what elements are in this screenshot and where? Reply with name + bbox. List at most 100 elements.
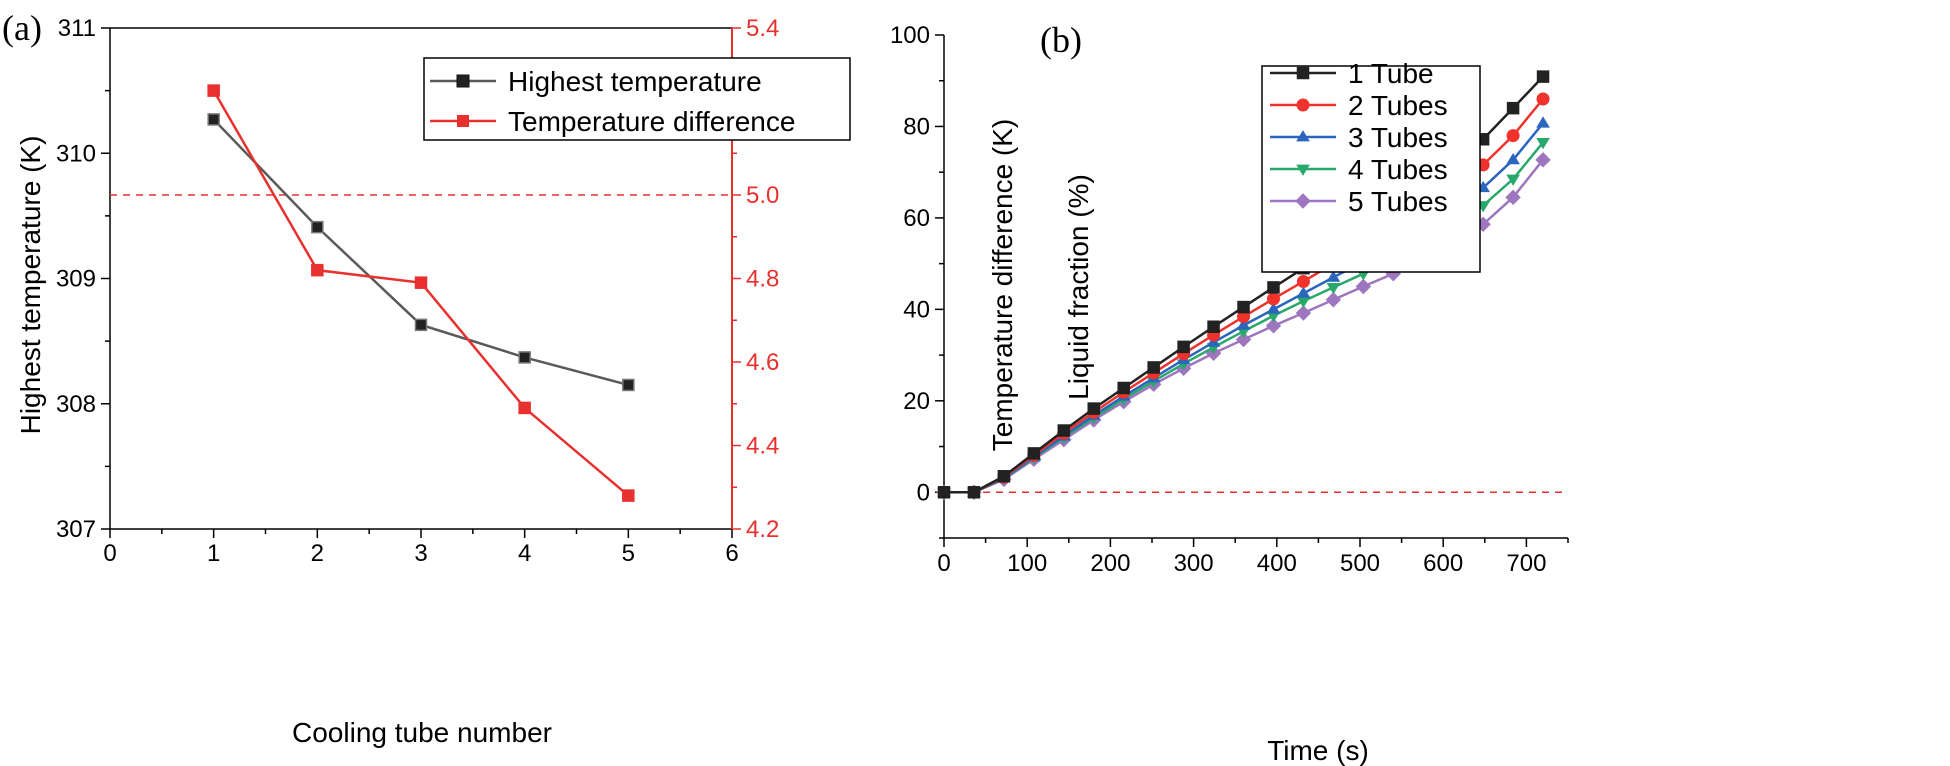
panel-a-y2-tick-label: 5.0 <box>746 182 779 209</box>
panel-a-y-tick-label: 310 <box>56 140 96 167</box>
panel-a-x-tick-label: 5 <box>622 540 635 567</box>
panel-a-x-axis-title: Cooling tube number <box>292 717 552 748</box>
data-point-1-tube <box>1267 281 1280 294</box>
panel-a-y-tick-label: 307 <box>56 516 96 543</box>
panel-a-y-tick-label: 308 <box>56 391 96 418</box>
data-point-1-tube <box>997 470 1011 483</box>
data-point-1-tube <box>1027 447 1041 460</box>
panel-a-y2-tick-label: 4.2 <box>746 516 779 543</box>
data-point-1-tube <box>1147 361 1160 374</box>
data-point-5-tubes <box>1475 216 1491 233</box>
panel-b-label: (b) <box>1040 20 1082 60</box>
data-point-temperature-difference <box>622 489 635 502</box>
series-line-highest-temperature <box>212 118 629 387</box>
data-point-3-tubes <box>1266 302 1281 314</box>
data-point-3-tubes <box>1236 318 1251 330</box>
panel-a-label: (a) <box>2 8 42 48</box>
panel-a-y2-tick-label: 4.6 <box>746 349 779 376</box>
panel-a-x-tick-label: 3 <box>414 540 427 567</box>
data-point-1-tube <box>1177 340 1190 354</box>
data-point-4-tubes <box>1326 282 1341 295</box>
legend-label-1-tube: 1 Tube <box>1348 58 1434 89</box>
panel-a-y-axis-title: Highest temperature (K) <box>15 136 46 435</box>
data-point-temperature-difference <box>518 401 531 415</box>
data-point-temperature-difference <box>414 276 428 289</box>
panel-a-y2-tick-label: 4.8 <box>746 266 779 293</box>
panel-a-chart: (a) Cooling tube number Highest temperat… <box>2 8 1018 748</box>
data-point-1-tube <box>1087 402 1101 415</box>
data-point-temperature-difference <box>311 263 324 277</box>
panel-b-x-tick-label: 200 <box>1090 550 1130 577</box>
data-point-2-tubes <box>1536 92 1550 106</box>
data-point-3-tubes <box>1326 270 1341 282</box>
panel-b-y-axis-title: Liquid fraction (%) <box>1063 174 1094 400</box>
data-point-4-tubes <box>1506 174 1520 186</box>
legend-label-5-tubes: 5 Tubes <box>1348 186 1448 217</box>
data-point-1-tube <box>937 486 951 499</box>
data-point-4-tubes <box>1536 138 1550 150</box>
data-point-5-tubes <box>1505 189 1521 206</box>
legend-marker-4-tubes <box>1296 164 1310 176</box>
legend-marker-temperature-difference <box>457 115 469 127</box>
legend-label-temperature-difference: Temperature difference <box>508 106 795 137</box>
panel-a-y2-axis-title: Temperature difference (K) <box>987 119 1018 452</box>
panel-b-y-tick-label: 80 <box>903 113 930 140</box>
data-point-1-tube <box>1057 424 1071 437</box>
panel-a-legend: Highest temperature Temperature differen… <box>423 57 851 141</box>
panel-a-x-tick-label: 6 <box>725 540 738 567</box>
legend-label-highest-temperature: Highest temperature <box>508 66 762 97</box>
data-point-5-tubes <box>1355 278 1372 295</box>
panel-b-x-tick-label: 400 <box>1257 550 1297 577</box>
legend-marker-3-tubes <box>1296 130 1310 142</box>
data-point-1-tube <box>1207 320 1220 333</box>
data-point-5-tubes <box>1295 305 1312 321</box>
panel-a-y2-tick-label: 5.4 <box>746 15 779 42</box>
panel-b-y-tick-label: 40 <box>903 296 930 323</box>
legend-marker-2-tubes <box>1296 98 1310 112</box>
panel-b-x-tick-label: 500 <box>1340 550 1380 577</box>
legend-label-2-tubes: 2 Tubes <box>1348 90 1448 121</box>
data-point-2-tubes <box>1266 292 1280 306</box>
data-point-4-tubes <box>1266 311 1281 323</box>
legend-label-4-tubes: 4 Tubes <box>1348 154 1448 185</box>
data-point-5-tubes <box>1535 152 1551 168</box>
data-point-5-tubes <box>1325 292 1342 308</box>
panel-a-y-tick-label: 309 <box>56 266 96 293</box>
panel-b-x-axis-title: Time (s) <box>1267 735 1369 766</box>
data-point-highest-temperature <box>311 220 324 234</box>
data-point-3-tubes <box>1296 286 1311 298</box>
data-point-temperature-difference <box>207 84 220 97</box>
data-point-2-tubes <box>1506 129 1520 143</box>
data-point-highest-temperature <box>518 351 531 364</box>
panel-b-chart: (b) Time (s) Liquid fraction (%) 0 100 200… <box>890 20 1569 766</box>
data-point-highest-temperature <box>207 113 220 126</box>
panel-b-x-tick-label: 600 <box>1423 550 1463 577</box>
panel-b-x-tick-label: 700 <box>1506 550 1546 577</box>
panel-a-y-tick-label: 311 <box>58 15 96 42</box>
data-point-1-tube <box>1237 300 1250 314</box>
panel-b-x-tick-label: 100 <box>1007 550 1047 577</box>
panel-b-x-tick-label: 300 <box>1174 550 1214 577</box>
data-point-highest-temperature <box>414 318 428 332</box>
data-point-3-tubes <box>1536 116 1550 128</box>
panel-b-y-tick-label: 20 <box>903 388 930 415</box>
panel-b-y-tick-label: 60 <box>903 205 930 232</box>
legend-marker-1-tube <box>1296 66 1310 80</box>
data-point-5-tubes <box>1265 318 1282 334</box>
panel-a-y2-tick-label: 4.4 <box>746 433 779 460</box>
data-point-1-tube <box>1117 381 1130 395</box>
panel-b-y-tick-label: 100 <box>890 22 930 49</box>
data-point-4-tubes <box>1296 296 1311 308</box>
data-point-2-tubes <box>1296 274 1310 288</box>
data-point-1-tube <box>1506 101 1520 115</box>
series-line-temperature-difference <box>212 89 630 497</box>
panel-a-x-tick-label: 2 <box>311 540 324 567</box>
data-point-1-tube <box>967 486 981 499</box>
panel-b-x-tick-label: 0 <box>937 550 950 577</box>
panel-b-y-tick-label: 0 <box>917 479 930 506</box>
panel-a-legend-box <box>423 57 851 141</box>
legend-marker-highest-temperature <box>456 74 470 88</box>
data-point-5-tubes <box>1235 331 1252 348</box>
